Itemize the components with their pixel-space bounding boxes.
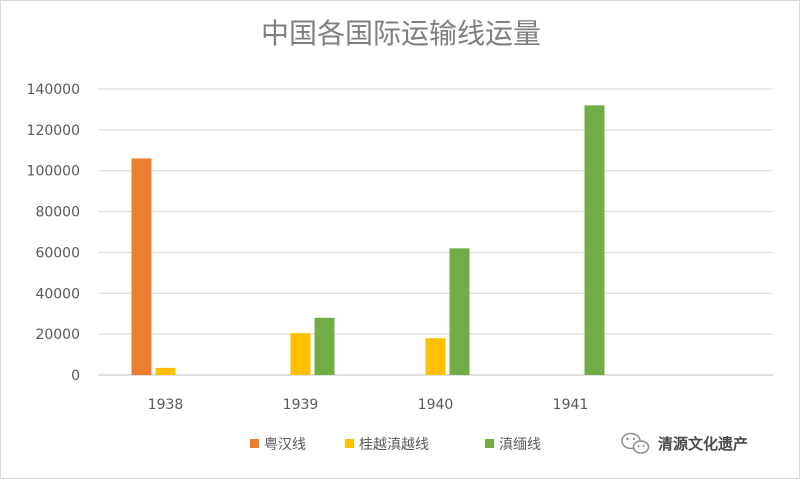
bar-1938-0: [131, 158, 152, 375]
y-tick-label: 100000: [27, 164, 80, 180]
legend-label: 桂越滇越线: [359, 437, 429, 453]
bar-1940-2: [449, 248, 470, 375]
y-tick-label: 40000: [35, 286, 80, 302]
bar-1939-2: [314, 317, 335, 375]
y-axis-ticks: 0 20000 40000 60000 80000 100000 120000 140000: [27, 82, 80, 384]
legend-swatch: [485, 439, 494, 448]
y-tick-label: 140000: [27, 82, 80, 98]
bars: [131, 105, 605, 375]
wechat-icon: [621, 432, 650, 454]
x-tick-label: 1939: [283, 397, 319, 413]
watermark: 清源文化遗产: [621, 432, 748, 454]
gridlines: [98, 88, 773, 376]
legend-label: 粤汉线: [264, 437, 306, 453]
y-tick-label: 20000: [35, 327, 80, 343]
y-tick-label: 60000: [35, 245, 80, 261]
x-tick-label: 1938: [148, 397, 184, 413]
legend: 粤汉线 桂越滇越线 滇缅线: [250, 437, 541, 453]
bar-1939-1: [290, 333, 311, 375]
bar-1941-2: [584, 105, 605, 375]
x-axis-ticks: 1938 1939 1940 1941: [148, 397, 589, 413]
y-tick-label: 120000: [27, 123, 80, 139]
y-tick-label: 0: [71, 368, 80, 384]
y-tick-label: 80000: [35, 205, 80, 221]
chart-title: 中国各国际运输线运量: [261, 17, 541, 50]
bar-1940-1: [425, 338, 446, 375]
legend-swatch: [345, 439, 354, 448]
x-tick-label: 1940: [418, 397, 454, 413]
watermark-text: 清源文化遗产: [658, 435, 748, 453]
bar-1938-1: [155, 367, 176, 375]
legend-label: 滇缅线: [499, 437, 541, 453]
x-tick-label: 1941: [553, 397, 589, 413]
legend-swatch: [250, 439, 259, 448]
